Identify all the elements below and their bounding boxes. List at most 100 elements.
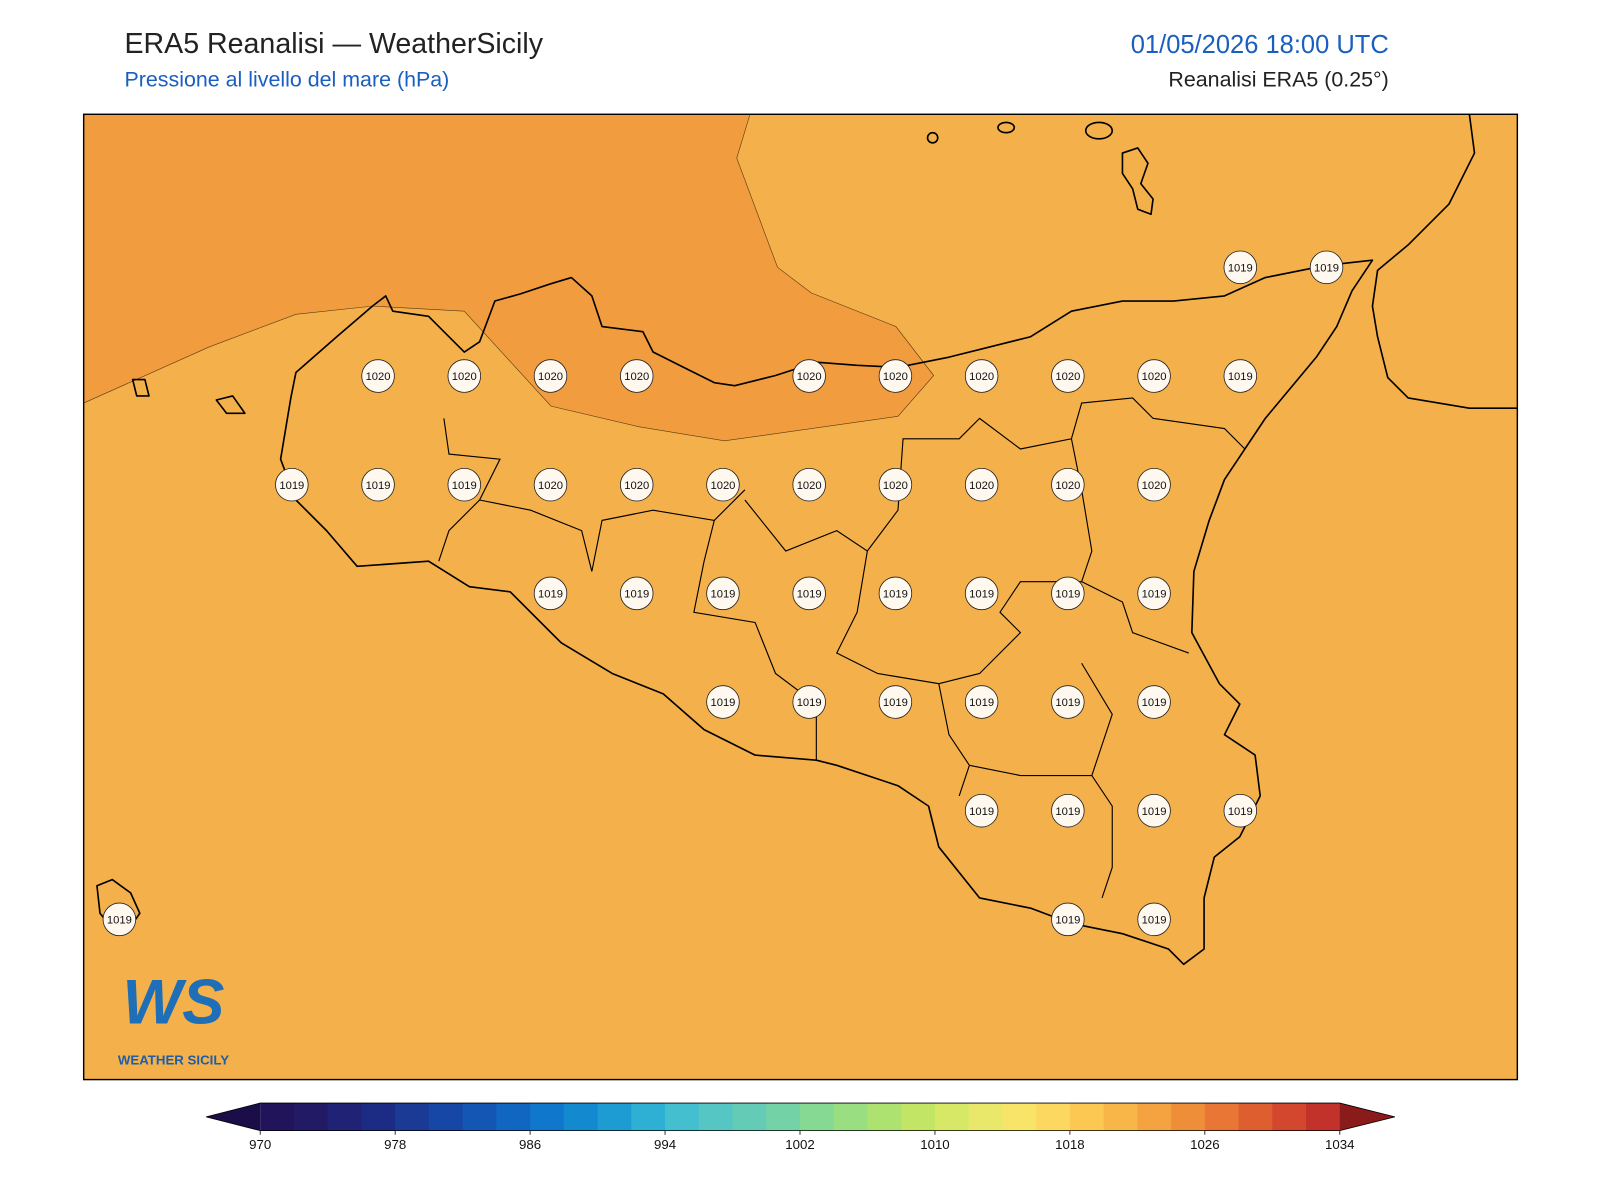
station-value: 1019 bbox=[538, 588, 563, 600]
colorbar-bin bbox=[732, 1103, 767, 1131]
station-marker bbox=[361, 359, 395, 393]
station-marker bbox=[1051, 902, 1085, 937]
station-marker bbox=[533, 467, 568, 502]
station-marker bbox=[1051, 793, 1085, 828]
station-value: 1019 bbox=[624, 588, 649, 600]
title: ERA5 Reanalisi — WeatherSicily bbox=[124, 28, 543, 60]
colorbar-bin bbox=[1069, 1103, 1105, 1131]
colorbar-bin bbox=[293, 1103, 329, 1131]
station-marker bbox=[1051, 685, 1085, 719]
station-value: 1020 bbox=[452, 371, 477, 383]
station-marker bbox=[706, 467, 740, 502]
station-value: 1019 bbox=[1228, 371, 1253, 383]
station-marker bbox=[706, 576, 740, 611]
province-borders bbox=[438, 397, 1246, 899]
station-marker bbox=[878, 359, 913, 393]
station-value: 1019 bbox=[1142, 588, 1167, 600]
colorbar-bin bbox=[1002, 1103, 1037, 1131]
station-marker bbox=[275, 467, 309, 502]
station-marker bbox=[792, 359, 826, 393]
logo-name: WEATHER SICILY bbox=[118, 1052, 229, 1067]
station-labels: 1019 1019 1020 1020 1020 1020 1020 1020 1020 1020… bbox=[102, 250, 1344, 937]
map-area: WS WEATHER SICILY bbox=[83, 114, 1518, 1080]
colorbar-bin bbox=[800, 1103, 835, 1131]
station-value: 1019 bbox=[1142, 697, 1167, 709]
colorbar-bin bbox=[968, 1103, 1003, 1131]
station-value: 1020 bbox=[538, 480, 563, 492]
station-marker bbox=[964, 793, 999, 828]
colorbar-bin bbox=[1306, 1103, 1341, 1131]
station-marker bbox=[878, 576, 913, 611]
station-value: 1019 bbox=[969, 697, 994, 709]
station-marker bbox=[878, 685, 913, 719]
station-marker bbox=[1223, 793, 1258, 828]
station-marker bbox=[878, 467, 913, 502]
station-value: 1020 bbox=[883, 480, 908, 492]
station-marker bbox=[1137, 467, 1171, 502]
station-value: 1020 bbox=[538, 371, 563, 383]
station-value: 1019 bbox=[1228, 806, 1253, 818]
station-value: 1019 bbox=[1055, 588, 1080, 600]
colorbar-bin bbox=[1272, 1103, 1307, 1131]
colorbar-tick-label: 1034 bbox=[1325, 1137, 1354, 1152]
station-marker bbox=[1051, 467, 1085, 502]
station-value: 1020 bbox=[883, 371, 908, 383]
colorbar-bin bbox=[563, 1103, 599, 1131]
station-marker bbox=[1137, 685, 1171, 719]
colorbar-bin bbox=[496, 1103, 531, 1131]
colorbar-tick-label: 1010 bbox=[920, 1137, 949, 1152]
station-marker bbox=[1137, 359, 1171, 393]
station-marker bbox=[964, 467, 999, 502]
island bbox=[997, 121, 1016, 134]
station-value: 1020 bbox=[1055, 480, 1080, 492]
station-marker bbox=[620, 576, 654, 611]
station-marker bbox=[792, 576, 826, 611]
calabria-coast bbox=[1371, 114, 1518, 409]
colorbar-bin bbox=[631, 1103, 666, 1131]
sicily-coast bbox=[279, 259, 1374, 966]
station-marker bbox=[533, 359, 568, 393]
map-frame bbox=[82, 113, 1519, 1081]
colorbar-bin bbox=[901, 1103, 936, 1131]
colorbar-tick-label: 1026 bbox=[1190, 1137, 1219, 1152]
station-value: 1019 bbox=[1055, 806, 1080, 818]
island bbox=[1121, 147, 1154, 216]
colorbar-bin bbox=[934, 1103, 970, 1131]
station-value: 1020 bbox=[969, 371, 994, 383]
station-value: 1020 bbox=[1055, 371, 1080, 383]
station-value: 1019 bbox=[797, 697, 822, 709]
island bbox=[215, 395, 246, 415]
station-value: 1019 bbox=[1142, 914, 1167, 926]
colorbar-bin bbox=[1137, 1103, 1172, 1131]
source: Reanalisi ERA5 (0.25°) bbox=[1168, 68, 1388, 92]
station-marker bbox=[792, 467, 826, 502]
station-value: 1020 bbox=[797, 480, 822, 492]
station-marker bbox=[102, 902, 137, 937]
colorbar-bin bbox=[260, 1103, 295, 1131]
station-value: 1019 bbox=[969, 806, 994, 818]
island bbox=[131, 378, 150, 397]
station-marker bbox=[1137, 793, 1171, 828]
station-marker bbox=[964, 359, 999, 393]
colorbar-over bbox=[1339, 1103, 1395, 1131]
island bbox=[1084, 121, 1114, 140]
station-value: 1019 bbox=[710, 697, 735, 709]
colorbar-bin bbox=[597, 1103, 632, 1131]
colorbar-tick-label: 970 bbox=[249, 1137, 271, 1152]
station-marker bbox=[447, 359, 482, 393]
station-marker bbox=[792, 685, 826, 719]
station-marker bbox=[706, 685, 740, 719]
station-marker bbox=[1309, 250, 1344, 285]
colorbar-bin bbox=[530, 1103, 565, 1131]
colorbar-tick-label: 986 bbox=[519, 1137, 541, 1152]
station-value: 1019 bbox=[710, 588, 735, 600]
colorbar-bin bbox=[1204, 1103, 1240, 1131]
station-value: 1019 bbox=[883, 697, 908, 709]
station-marker bbox=[964, 576, 999, 611]
station-value: 1019 bbox=[1055, 697, 1080, 709]
station-marker bbox=[1223, 359, 1258, 393]
station-value: 1019 bbox=[452, 480, 477, 492]
colorbar-tick-label: 1018 bbox=[1055, 1137, 1084, 1152]
station-value: 1020 bbox=[366, 371, 391, 383]
colorbar-under bbox=[206, 1103, 261, 1131]
